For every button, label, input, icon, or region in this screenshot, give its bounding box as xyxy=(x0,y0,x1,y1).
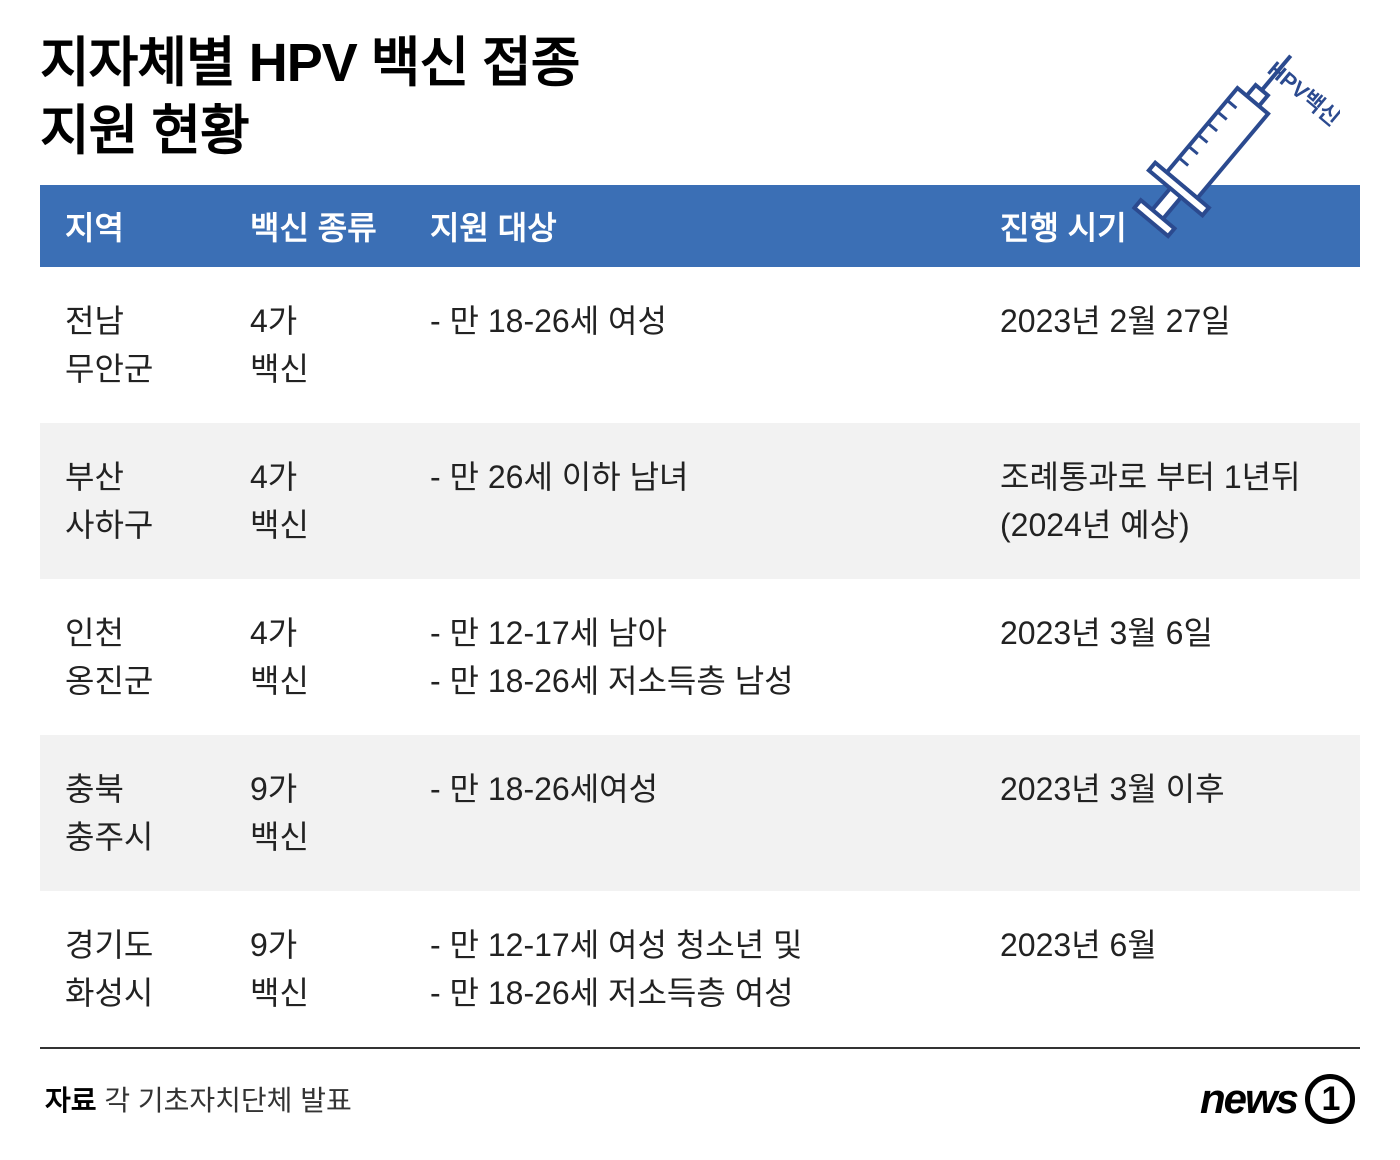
syringe-label: HPV백신 xyxy=(1263,56,1340,130)
footer: 자료 각 기초자치단체 발표 news 1 xyxy=(40,1074,1360,1124)
cell-timing: 2023년 2월 27일 xyxy=(1000,297,1360,393)
cell-timing: 2023년 3월 이후 xyxy=(1000,765,1360,861)
cell-target: - 만 12-17세 여성 청소년 및- 만 18-26세 저소득층 여성 xyxy=(430,921,1000,1017)
header-region: 지역 xyxy=(40,203,250,249)
cell-vaccine: 9가백신 xyxy=(250,765,430,861)
table-body: 전남무안군4가백신- 만 18-26세 여성2023년 2월 27일부산사하구4… xyxy=(40,267,1360,1047)
table-row: 인천옹진군4가백신- 만 12-17세 남아- 만 18-26세 저소득층 남성… xyxy=(40,579,1360,735)
cell-region: 전남무안군 xyxy=(40,297,250,393)
cell-timing: 2023년 3월 6일 xyxy=(1000,609,1360,705)
cell-vaccine: 4가백신 xyxy=(250,453,430,549)
cell-vaccine: 4가백신 xyxy=(250,609,430,705)
source-body: 각 기초자치단체 발표 xyxy=(104,1085,351,1116)
syringe-icon: HPV백신 xyxy=(1100,20,1340,260)
source-label: 자료 xyxy=(45,1085,97,1116)
cell-vaccine: 9가백신 xyxy=(250,921,430,1017)
table-row: 부산사하구4가백신- 만 26세 이하 남녀조례통과로 부터 1년뒤(2024년… xyxy=(40,423,1360,579)
cell-target: - 만 18-26세여성 xyxy=(430,765,1000,861)
cell-timing: 조례통과로 부터 1년뒤(2024년 예상) xyxy=(1000,453,1360,549)
data-table: 지역 백신 종류 지원 대상 진행 시기 전남무안군4가백신- 만 18-26세… xyxy=(40,185,1360,1049)
table-row: 경기도화성시9가백신- 만 12-17세 여성 청소년 및- 만 18-26세 … xyxy=(40,891,1360,1047)
cell-target: - 만 18-26세 여성 xyxy=(430,297,1000,393)
cell-region: 경기도화성시 xyxy=(40,921,250,1017)
table-row: 충북충주시9가백신- 만 18-26세여성2023년 3월 이후 xyxy=(40,735,1360,891)
logo-text: news xyxy=(1200,1075,1297,1123)
source-text: 자료 각 기초자치단체 발표 xyxy=(45,1079,352,1119)
logo-number: 1 xyxy=(1305,1074,1355,1124)
title-line1: 지자체별 HPV 백신 접종 xyxy=(40,33,579,93)
cell-region: 충북충주시 xyxy=(40,765,250,861)
title-line2: 지원 현황 xyxy=(40,101,249,161)
table-row: 전남무안군4가백신- 만 18-26세 여성2023년 2월 27일 xyxy=(40,267,1360,423)
header-vaccine: 백신 종류 xyxy=(250,203,430,249)
header-target: 지원 대상 xyxy=(430,203,1000,249)
cell-region: 인천옹진군 xyxy=(40,609,250,705)
news1-logo: news 1 xyxy=(1200,1074,1355,1124)
cell-vaccine: 4가백신 xyxy=(250,297,430,393)
cell-target: - 만 26세 이하 남녀 xyxy=(430,453,1000,549)
header-section: 지자체별 HPV 백신 접종 지원 현황 xyxy=(40,30,1360,165)
cell-timing: 2023년 6월 xyxy=(1000,921,1360,1017)
cell-region: 부산사하구 xyxy=(40,453,250,549)
cell-target: - 만 12-17세 남아- 만 18-26세 저소득층 남성 xyxy=(430,609,1000,705)
